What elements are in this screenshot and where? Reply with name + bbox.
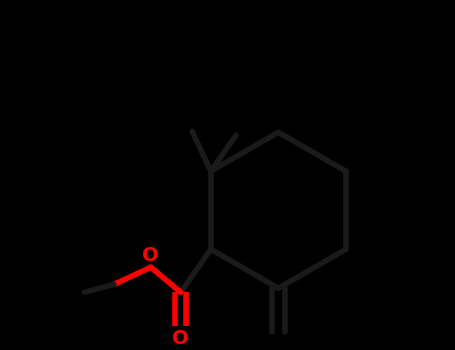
Text: O: O (142, 245, 159, 265)
Text: O: O (172, 329, 189, 348)
